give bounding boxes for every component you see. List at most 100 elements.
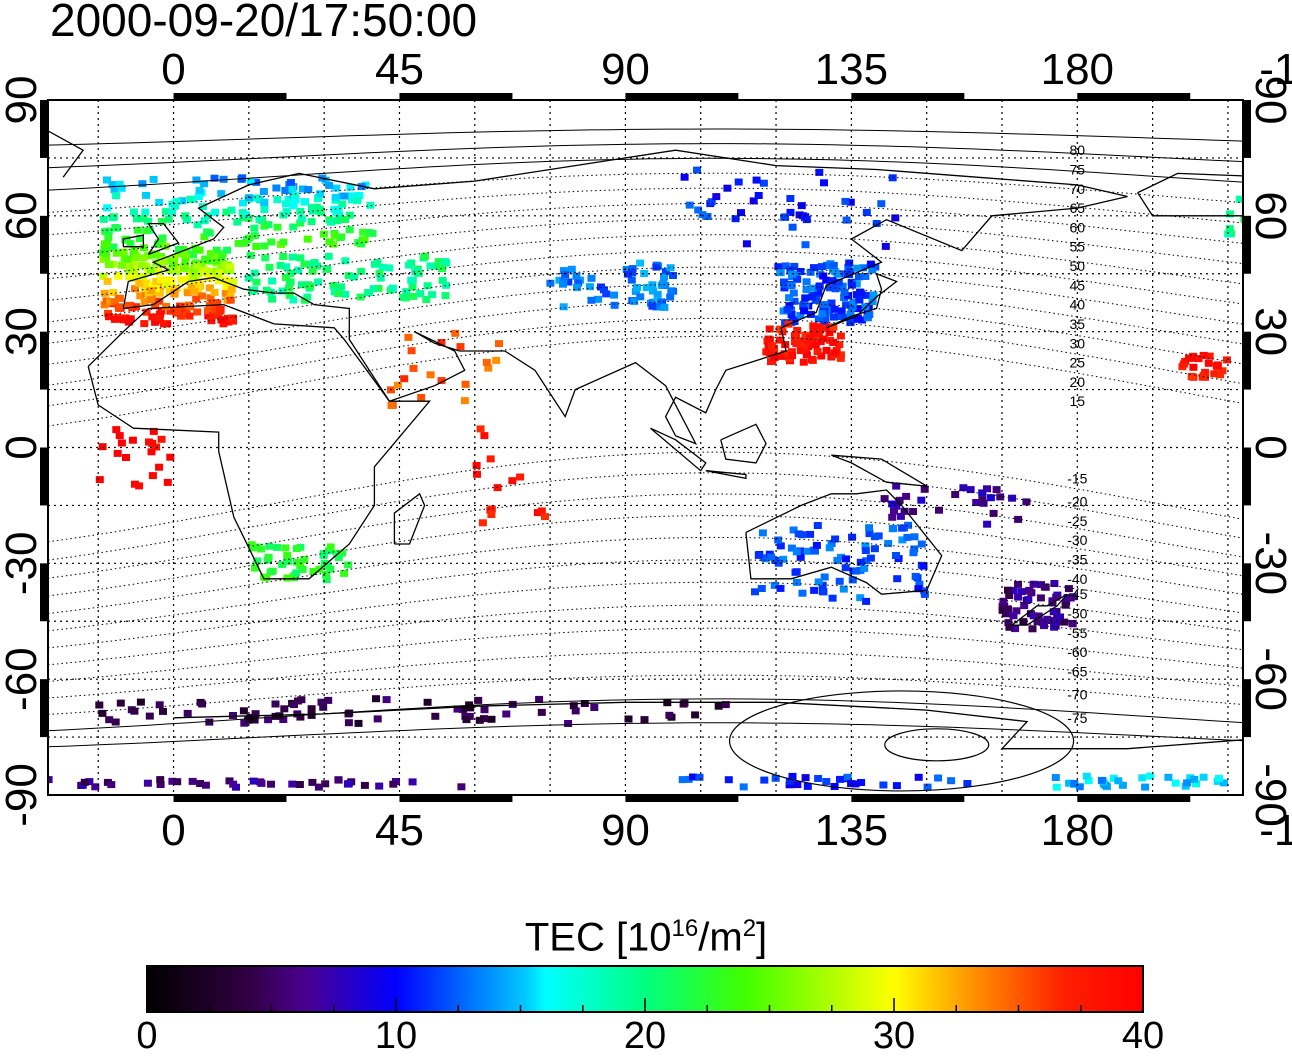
tec-cell: [271, 712, 280, 720]
tec-cell: [140, 298, 149, 306]
tec-cell: [297, 215, 306, 223]
tec-cell: [724, 776, 733, 784]
tec-cell: [1215, 774, 1223, 782]
tec-cell: [569, 702, 578, 710]
tec-cell: [891, 214, 900, 222]
tec-cell: [749, 197, 758, 205]
tec-cell: [788, 352, 797, 360]
tec-cell: [811, 341, 820, 349]
tec-cell: [572, 272, 581, 280]
tec-cell: [183, 289, 192, 297]
tec-cell: [181, 276, 190, 284]
tec-cell: [480, 706, 489, 714]
tec-cell: [890, 507, 898, 515]
tec-cell: [402, 288, 411, 296]
tec-cell: [714, 702, 723, 710]
tec-cell: [793, 275, 802, 283]
tec-cell: [250, 224, 259, 232]
tec-cell: [836, 354, 845, 362]
tec-cell: [289, 296, 298, 304]
x-tick-bottom: 0: [161, 806, 185, 855]
tec-cell: [848, 533, 857, 541]
tec-cell: [188, 777, 197, 785]
tec-cell: [559, 303, 568, 311]
tec-cell: [261, 254, 270, 262]
tec-cell: [1051, 774, 1060, 781]
tec-cell: [185, 312, 194, 320]
tec-cell: [983, 485, 991, 493]
tec-cell: [752, 176, 761, 184]
tec-cell: [1009, 587, 1018, 594]
tec-cell: [1034, 612, 1043, 620]
tec-cell: [820, 573, 829, 581]
coastline: [48, 130, 85, 178]
tec-cell: [219, 316, 227, 324]
tec-cell: [183, 709, 192, 717]
colorbar-title-main: TEC [10: [524, 915, 672, 960]
tec-cell: [279, 253, 288, 260]
tec-cell: [139, 244, 148, 252]
tec-cell: [172, 198, 181, 206]
tec-cell: [1070, 780, 1079, 787]
tec-cell: [830, 305, 839, 313]
tec-cell: [213, 299, 222, 307]
tec-cell: [80, 778, 89, 786]
tec-cell: [113, 449, 122, 457]
tec-cell: [426, 371, 435, 379]
contour-label: 75: [1070, 162, 1086, 178]
tec-cell: [829, 339, 838, 346]
tec-cell: [868, 266, 877, 274]
y-tick-left: -90: [0, 763, 46, 827]
tec-cell: [661, 268, 670, 276]
tec-cell: [153, 314, 161, 322]
tec-cell: [817, 263, 826, 271]
y-tick-right: -90: [1246, 763, 1292, 827]
tec-cell: [989, 509, 998, 517]
tec-cell: [541, 513, 549, 521]
tec-cell: [810, 586, 819, 594]
tec-cell: [414, 269, 423, 277]
tec-cell: [344, 272, 353, 280]
y-tick-left: 60: [0, 191, 46, 240]
tec-cell: [125, 273, 134, 281]
tec-cell: [404, 333, 413, 341]
tec-cell: [143, 779, 152, 787]
tec-cell: [312, 203, 321, 211]
tec-cell: [793, 781, 802, 789]
tec-cell: [113, 224, 122, 232]
tec-cell: [817, 352, 826, 360]
tec-cell: [559, 280, 567, 288]
tec-cell: [422, 296, 431, 303]
tec-cell: [835, 341, 844, 349]
tec-cell: [421, 252, 429, 260]
contour-label: 45: [1070, 277, 1086, 293]
tec-cell: [457, 783, 466, 791]
y-tick-left: 30: [0, 307, 46, 356]
tec-cell: [802, 278, 811, 286]
tec-cell: [862, 597, 871, 605]
tec-cell: [573, 284, 581, 292]
tec-cell: [703, 213, 712, 220]
tec-cell: [273, 223, 282, 231]
tec-cell: [151, 302, 160, 310]
tec-cell: [1114, 777, 1123, 785]
tec-cell: [785, 294, 794, 302]
axis-labels: 0045459090135135180180-135-135-90-90-45-…: [0, 45, 1292, 855]
tec-cell: [813, 522, 822, 529]
tec-cell: [821, 315, 830, 323]
tec-cell: [193, 308, 202, 316]
tec-cell: [462, 716, 471, 724]
tec-cell: [475, 716, 484, 724]
x-tick-top: 90: [601, 45, 650, 94]
y-tick-left: -30: [0, 532, 46, 596]
tec-cell: [179, 245, 188, 253]
tec-cell: [879, 781, 888, 789]
tec-cell: [631, 287, 640, 295]
tec-cell: [1014, 593, 1023, 601]
tec-cell: [775, 325, 784, 333]
tec-cell: [561, 271, 570, 279]
tec-cell: [145, 438, 153, 446]
tec-cell: [492, 356, 501, 364]
tec-cell: [884, 540, 893, 547]
tec-cell: [252, 243, 261, 250]
